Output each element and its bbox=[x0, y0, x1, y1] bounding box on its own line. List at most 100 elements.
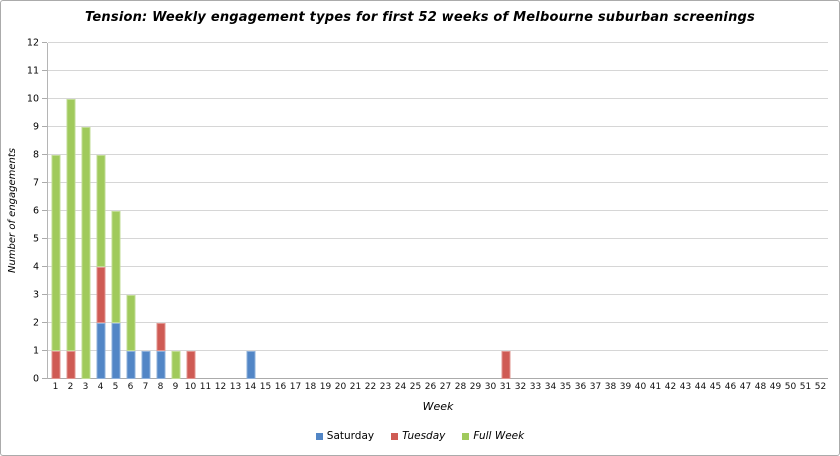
y-tick-label: 6 bbox=[32, 205, 39, 217]
y-tick-mark bbox=[42, 98, 47, 99]
bar-stack bbox=[291, 43, 300, 379]
bar-stack bbox=[681, 43, 690, 379]
bar-stack bbox=[756, 43, 765, 379]
week-slot: 42 bbox=[663, 43, 678, 392]
plot-area: 0 1 2 3 4 5 6 7 8 9 10 11 12 1 2 3 4 5 6 7 8 9 10 11 12 13 14 15 16… bbox=[27, 38, 828, 392]
x-tick-label: 38 bbox=[604, 382, 617, 392]
legend-label: Saturday bbox=[326, 430, 375, 442]
week-slot: 27 bbox=[438, 43, 453, 392]
week-slot: 1 bbox=[48, 43, 63, 392]
x-tick-label: 46 bbox=[724, 382, 737, 392]
x-tick-label: 30 bbox=[484, 382, 497, 392]
bar-stack bbox=[381, 43, 390, 379]
x-tick-label: 33 bbox=[529, 382, 542, 392]
bar-stack bbox=[321, 43, 330, 379]
x-tick-label: 42 bbox=[664, 382, 677, 392]
x-tick-label: 44 bbox=[694, 382, 707, 392]
gridline bbox=[48, 378, 828, 379]
gridline bbox=[48, 322, 828, 323]
bar-stack bbox=[261, 43, 270, 379]
week-slot: 4 bbox=[93, 43, 108, 392]
week-slot: 18 bbox=[303, 43, 318, 392]
y-tick-label: 1 bbox=[32, 345, 39, 357]
week-slot: 11 bbox=[198, 43, 213, 392]
x-tick-label: 41 bbox=[649, 382, 662, 392]
bar-stack bbox=[501, 43, 510, 379]
bar-segment-full-week bbox=[81, 127, 90, 379]
bar-stack bbox=[126, 43, 135, 379]
week-slot: 39 bbox=[618, 43, 633, 392]
x-tick-label: 23 bbox=[379, 382, 392, 392]
bar-segment-saturday bbox=[111, 323, 120, 379]
week-slot: 31 bbox=[498, 43, 513, 392]
bar-stack bbox=[111, 43, 120, 379]
x-tick-label: 4 bbox=[97, 382, 104, 392]
y-tick-mark bbox=[42, 154, 47, 155]
x-tick-label: 5 bbox=[112, 382, 119, 392]
bar-slots: 1 2 3 4 5 6 7 8 9 10 11 12 13 14 15 16 17 18 19 20 21 22 23 24 2… bbox=[48, 43, 828, 392]
y-tick-label: 9 bbox=[32, 121, 39, 133]
bar-stack bbox=[411, 43, 420, 379]
x-tick-label: 37 bbox=[589, 382, 602, 392]
week-slot: 49 bbox=[768, 43, 783, 392]
y-tick-mark bbox=[42, 42, 47, 43]
y-tick-label: 12 bbox=[26, 37, 39, 49]
x-axis-title: Week bbox=[422, 400, 454, 413]
week-slot: 37 bbox=[588, 43, 603, 392]
week-slot: 20 bbox=[333, 43, 348, 392]
bar-stack bbox=[51, 43, 60, 379]
week-slot: 23 bbox=[378, 43, 393, 392]
bar-segment-saturday bbox=[96, 323, 105, 379]
y-tick-mark bbox=[42, 378, 47, 379]
week-slot: 14 bbox=[243, 43, 258, 392]
legend: Saturday Tuesday Full Week bbox=[1, 430, 839, 442]
bar-stack bbox=[546, 43, 555, 379]
bar-segment-full-week bbox=[126, 295, 135, 351]
bar-stack bbox=[276, 43, 285, 379]
bar-stack bbox=[531, 43, 540, 379]
x-tick-label: 14 bbox=[244, 382, 257, 392]
y-tick-label: 10 bbox=[26, 93, 39, 105]
x-tick-label: 3 bbox=[82, 382, 89, 392]
x-tick-label: 28 bbox=[454, 382, 467, 392]
bar-stack bbox=[66, 43, 75, 379]
x-tick-label: 21 bbox=[349, 382, 362, 392]
y-tick-mark bbox=[42, 350, 47, 351]
bar-stack bbox=[81, 43, 90, 379]
bar-stack bbox=[666, 43, 675, 379]
y-tick-label: 0 bbox=[32, 373, 39, 385]
bar-stack bbox=[486, 43, 495, 379]
bar-stack bbox=[201, 43, 210, 379]
week-slot: 6 bbox=[123, 43, 138, 392]
bar-segment-tuesday bbox=[501, 351, 510, 379]
bar-stack bbox=[216, 43, 225, 379]
y-tick-label: 7 bbox=[32, 177, 39, 189]
week-slot: 44 bbox=[693, 43, 708, 392]
bar-segment-saturday bbox=[141, 351, 150, 379]
week-slot: 8 bbox=[153, 43, 168, 392]
week-slot: 51 bbox=[798, 43, 813, 392]
x-tick-label: 1 bbox=[52, 382, 59, 392]
bar-segment-full-week bbox=[171, 351, 180, 379]
bar-stack bbox=[516, 43, 525, 379]
x-tick-label: 12 bbox=[214, 382, 227, 392]
y-tick-mark bbox=[42, 182, 47, 183]
week-slot: 17 bbox=[288, 43, 303, 392]
week-slot: 35 bbox=[558, 43, 573, 392]
bar-stack bbox=[726, 43, 735, 379]
y-tick-label: 11 bbox=[26, 65, 39, 77]
gridline bbox=[48, 182, 828, 183]
gridline bbox=[48, 70, 828, 71]
legend-swatch bbox=[315, 432, 323, 440]
bar-segment-tuesday bbox=[96, 267, 105, 323]
bar-segment-tuesday bbox=[186, 351, 195, 379]
x-tick-label: 26 bbox=[424, 382, 437, 392]
legend-label: Tuesday bbox=[402, 430, 446, 442]
bar-stack bbox=[246, 43, 255, 379]
x-tick-label: 34 bbox=[544, 382, 557, 392]
bar-stack bbox=[711, 43, 720, 379]
y-axis-title: Number of engagements bbox=[7, 148, 18, 274]
y-tick-mark bbox=[42, 210, 47, 211]
week-slot: 19 bbox=[318, 43, 333, 392]
